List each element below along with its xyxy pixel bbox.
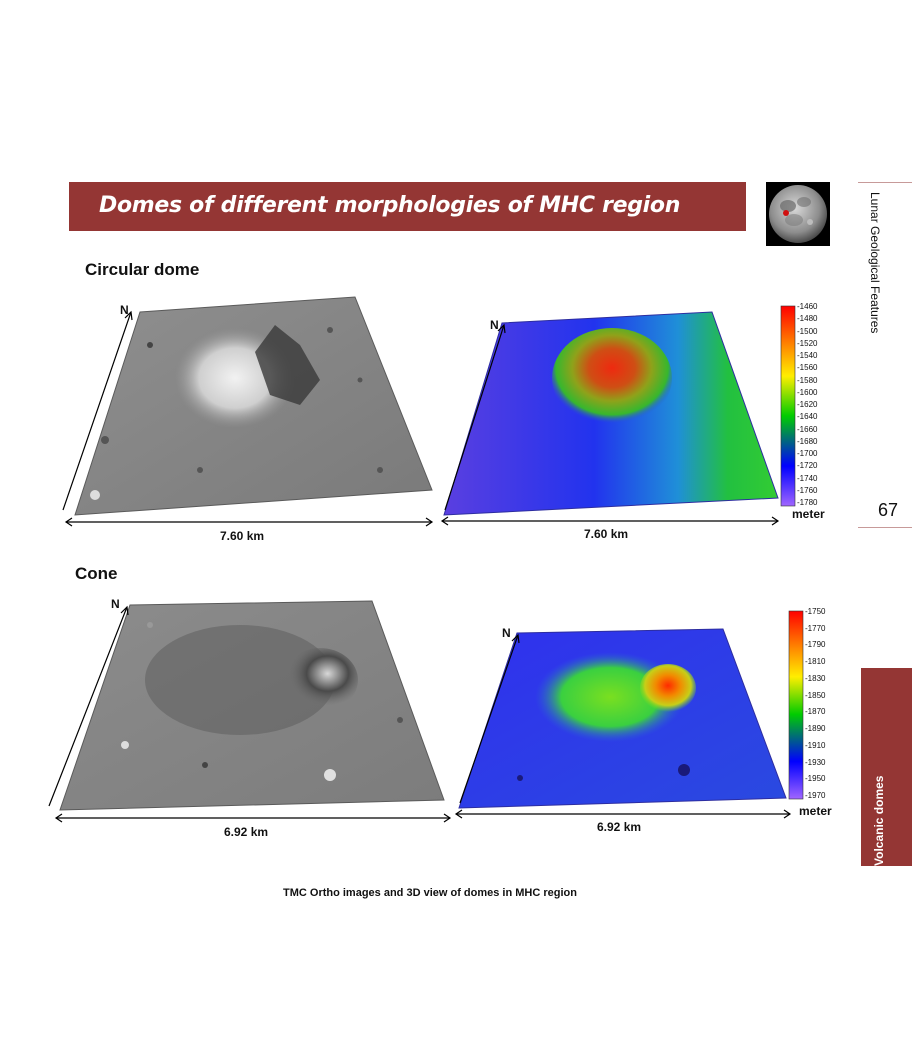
cone-colorbar-tick-label: -1790	[805, 640, 826, 650]
cone-colorbar-unit: meter	[799, 804, 832, 818]
cone-scale-label-left: 6.92 km	[224, 825, 269, 839]
circular-3d-north-label: N	[490, 318, 499, 332]
circular-colorbar-tick-label: -1600	[797, 387, 818, 397]
circular-colorbar-tick-label: -1560	[797, 363, 818, 373]
circular-colorbar-tick-label: -1660	[797, 424, 818, 434]
cone-colorbar-ticks: -1750 -1770 -1790 -1810 -1830 -1850 -1870 -1890…	[805, 607, 845, 801]
cone-colorbar-tick-label: -1890	[805, 724, 826, 734]
cone-colorbar-tick-label: -1810	[805, 657, 826, 667]
cone-colorbar-tick-label: -1970	[805, 791, 826, 800]
figure-caption: TMC Ortho images and 3D view of domes in…	[283, 887, 577, 899]
cone-colorbar-tick-label: -1950	[805, 774, 826, 784]
circular-colorbar-tick-label: -1540	[797, 351, 818, 360]
circular-colorbar-tick-label: -1680	[797, 436, 818, 446]
circular-colorbar-tick-label: -1640	[797, 412, 818, 422]
sidebar-rule-bottom	[858, 527, 912, 528]
cone-scale-label-right: 6.92 km	[597, 820, 642, 834]
circular-colorbar-tick-label: -1760	[797, 485, 818, 495]
cone-colorbar-tick-label: -1830	[805, 673, 826, 683]
cone-colorbar-tick-label: -1910	[805, 740, 826, 750]
circular-colorbar-tick-label: -1520	[797, 338, 818, 348]
circular-scale-label-right: 7.60 km	[584, 527, 629, 541]
cone-colorbar-tick-label: -1770	[805, 623, 826, 633]
page-title: Domes of different morphologies of MHC r…	[99, 193, 681, 218]
title-banner	[69, 182, 746, 231]
circular-colorbar-tick-label: -1620	[797, 400, 818, 409]
cone-colorbar-tick-label: -1750	[805, 607, 826, 616]
circular-colorbar-tick-label: -1460	[797, 302, 818, 311]
north-label: N	[120, 303, 129, 317]
running-title: Lunar Geological Features	[868, 192, 882, 334]
circular-colorbar-ticks: -1460 -1480 -1500 -1520 -1540 -1560 -1580 -1600…	[797, 302, 837, 508]
cone-colorbar-tick-label: -1930	[805, 757, 826, 767]
circular-scale-label-left: 7.60 km	[220, 529, 265, 543]
cone-north-label: N	[111, 597, 120, 611]
page-number: 67	[878, 500, 899, 520]
circular-colorbar-tick-label: -1580	[797, 375, 818, 385]
region-marker	[783, 210, 789, 216]
circular-colorbar-tick-label: -1780	[797, 498, 818, 507]
circular-dome-heading: Circular dome	[85, 260, 200, 279]
cone-colorbar-tick-label: -1850	[805, 690, 826, 700]
circular-colorbar-tick-label: -1740	[797, 473, 818, 483]
circular-colorbar-tick-label: -1720	[797, 461, 818, 471]
section-tab: Volcanic domes	[861, 668, 912, 866]
cone-colorbar-tick-label: -1870	[805, 707, 826, 717]
circular-colorbar-tick-label: -1700	[797, 449, 818, 458]
sidebar-rule-top	[858, 182, 912, 183]
circular-colorbar-unit: meter	[792, 507, 825, 521]
cone-heading: Cone	[75, 564, 118, 583]
cone-3d-north-label: N	[502, 626, 511, 640]
moon-locator-image	[766, 182, 830, 246]
circular-colorbar-tick-label: -1500	[797, 326, 818, 336]
circular-colorbar-tick-label: -1480	[797, 314, 818, 324]
